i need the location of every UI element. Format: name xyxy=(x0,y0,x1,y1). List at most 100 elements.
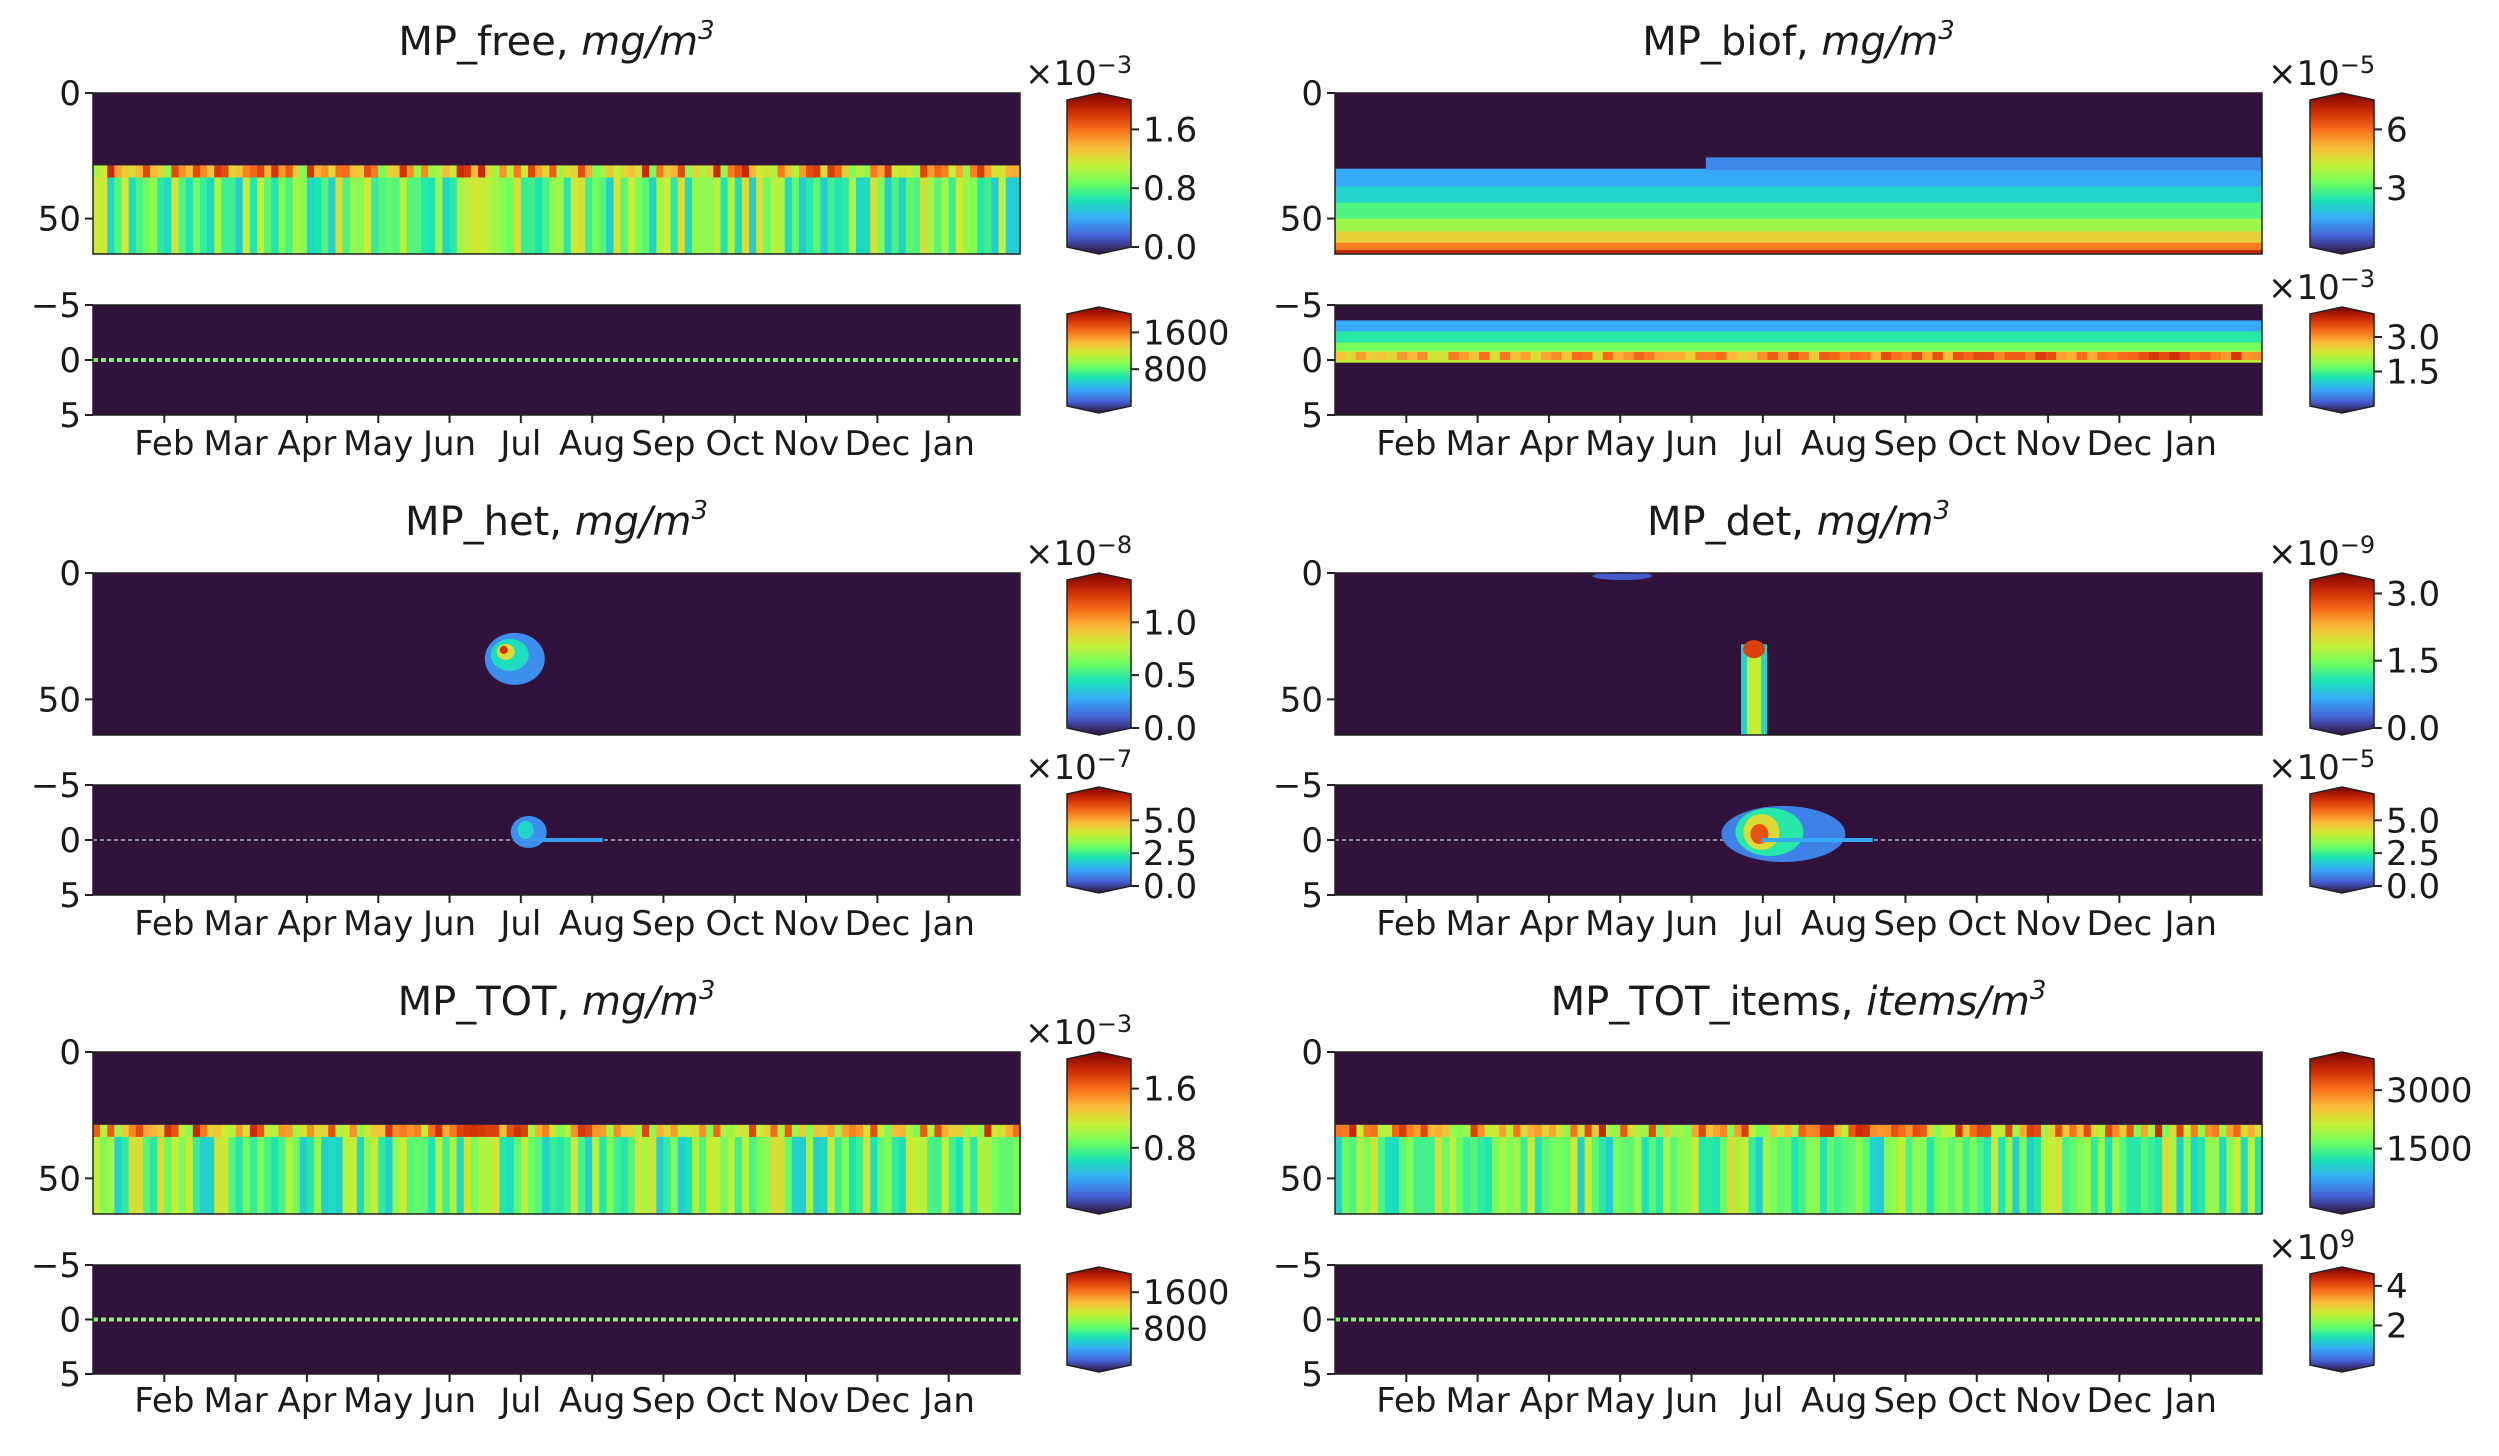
heatmap-cell xyxy=(1551,352,1563,360)
heatmap-cell xyxy=(1898,1124,1907,1137)
heatmap-cell xyxy=(642,165,650,254)
heatmap-cell xyxy=(435,1124,444,1214)
heatmap-cell xyxy=(1648,1124,1657,1137)
heatmap-cell xyxy=(691,1124,700,1214)
heatmap-cell xyxy=(192,1124,201,1214)
chart-title-name: MP_TOT, xyxy=(398,979,582,1025)
heatmap-cell xyxy=(314,165,322,178)
heatmap-cell xyxy=(121,1124,130,1137)
colorbar xyxy=(2309,572,2375,736)
heatmap-cell xyxy=(798,1124,807,1214)
heatmap-cell xyxy=(1489,352,1501,360)
heatmap-cell xyxy=(1670,1124,1679,1137)
heatmap-cell xyxy=(955,1124,964,1137)
heatmap-cell xyxy=(2148,352,2160,360)
x-tick-label: Jun xyxy=(1663,904,1718,944)
heatmap-cell xyxy=(371,165,380,254)
heatmap-cell xyxy=(1613,1124,1622,1214)
heatmap-cell xyxy=(649,1124,658,1214)
heatmap-cell xyxy=(1592,572,1653,580)
heatmap-cell xyxy=(542,165,551,254)
heatmap-cell xyxy=(1819,1124,1828,1214)
heatmap-cell xyxy=(627,1124,636,1214)
heatmap-cell xyxy=(228,165,237,178)
heatmap-cell xyxy=(741,165,750,178)
heatmap-cell xyxy=(1777,1124,1786,1137)
heatmap-cell xyxy=(577,165,586,178)
heatmap-cell xyxy=(563,165,572,254)
heatmap-cell xyxy=(941,165,950,178)
heatmap-cell xyxy=(1520,352,1532,360)
heatmap-cell xyxy=(2204,1124,2213,1214)
heatmap-cell xyxy=(841,165,850,254)
heatmap-cell xyxy=(734,165,743,178)
heatmap-cell xyxy=(413,165,422,178)
heatmap-cell xyxy=(385,165,394,178)
heatmap-cell xyxy=(157,1124,166,1214)
y-tick-label: 5 xyxy=(1301,876,1323,916)
heatmap-cell xyxy=(770,1124,779,1214)
x-tick-label: Aug xyxy=(559,904,625,944)
heatmap-cell xyxy=(1994,352,2006,360)
heatmap-frame xyxy=(1334,92,2263,255)
heatmap-cell xyxy=(1365,352,1377,360)
heatmap-cell xyxy=(207,165,216,254)
heatmap-cell xyxy=(1705,352,1717,360)
heatmap-cell xyxy=(1762,1124,1771,1137)
x-tick-label: Jun xyxy=(1663,424,1718,464)
x-tick-label: Dec xyxy=(2086,424,2152,464)
x-tick-label: Dec xyxy=(844,904,910,944)
colorbar xyxy=(2309,786,2375,894)
heatmap-cell xyxy=(349,1124,358,1214)
exponent-base: ×10 xyxy=(2268,54,2340,94)
heatmap-cell xyxy=(1598,1124,1607,1137)
heatmap-cell xyxy=(920,165,929,254)
exponent-base: ×10 xyxy=(1025,534,1097,574)
heatmap-cell xyxy=(435,165,444,178)
heatmap-cell xyxy=(848,1124,857,1214)
heatmap-cell xyxy=(855,165,864,178)
heatmap-cell xyxy=(620,1124,629,1214)
x-tick-label: Nov xyxy=(2015,1381,2081,1421)
heatmap-cell xyxy=(114,165,123,178)
x-tick-label: Jan xyxy=(920,904,974,944)
y-tick-label: 50 xyxy=(1280,680,1323,720)
heatmap-cell xyxy=(299,1124,308,1214)
heatmap-cell xyxy=(713,1124,722,1137)
heatmap-cell xyxy=(720,165,729,178)
heatmap-cell xyxy=(1456,1124,1465,1214)
heatmap-cell xyxy=(314,165,322,254)
colorbar xyxy=(2309,1266,2375,1373)
heatmap-cell xyxy=(428,165,437,254)
heatmap-background xyxy=(93,573,1020,735)
colorbar xyxy=(1066,786,1132,894)
heatmap-cell xyxy=(306,1124,315,1214)
colorbar-tick-label: 3000 xyxy=(2386,1071,2473,1111)
heatmap-cell xyxy=(1841,1124,1850,1214)
heatmap-cell xyxy=(649,165,658,178)
heatmap-cell xyxy=(242,165,251,178)
heatmap-cell xyxy=(1582,352,1594,360)
heatmap-cell xyxy=(991,1124,1000,1137)
heatmap-cell xyxy=(1527,1124,1536,1137)
heatmap-cell xyxy=(1805,1124,1814,1137)
heatmap-cell xyxy=(413,1124,422,1137)
x-tick-label: Feb xyxy=(1376,424,1436,464)
heatmap-cell xyxy=(1392,1124,1400,1137)
heatmap-cell xyxy=(870,165,879,178)
heatmap-cell xyxy=(977,1124,986,1137)
heatmap-cell xyxy=(1363,1124,1372,1214)
heatmap-cell xyxy=(905,1124,914,1214)
heatmap-cell xyxy=(1335,242,2262,251)
heatmap-cell xyxy=(93,1124,101,1137)
chart-title-unit: mg/m xyxy=(1821,19,1938,65)
heatmap-cell xyxy=(1499,352,1511,360)
heatmap-cell xyxy=(1448,352,1460,360)
heatmap-cell xyxy=(385,1124,394,1137)
heatmap-cell xyxy=(1386,352,1398,360)
heatmap-cell xyxy=(1349,1124,1358,1137)
heatmap-cell xyxy=(527,165,536,178)
heatmap-cell xyxy=(891,1124,900,1214)
heatmap-cell xyxy=(920,1124,929,1214)
heatmap-cell xyxy=(249,1124,258,1137)
